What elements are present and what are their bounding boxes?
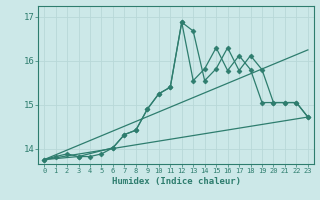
X-axis label: Humidex (Indice chaleur): Humidex (Indice chaleur)	[111, 177, 241, 186]
